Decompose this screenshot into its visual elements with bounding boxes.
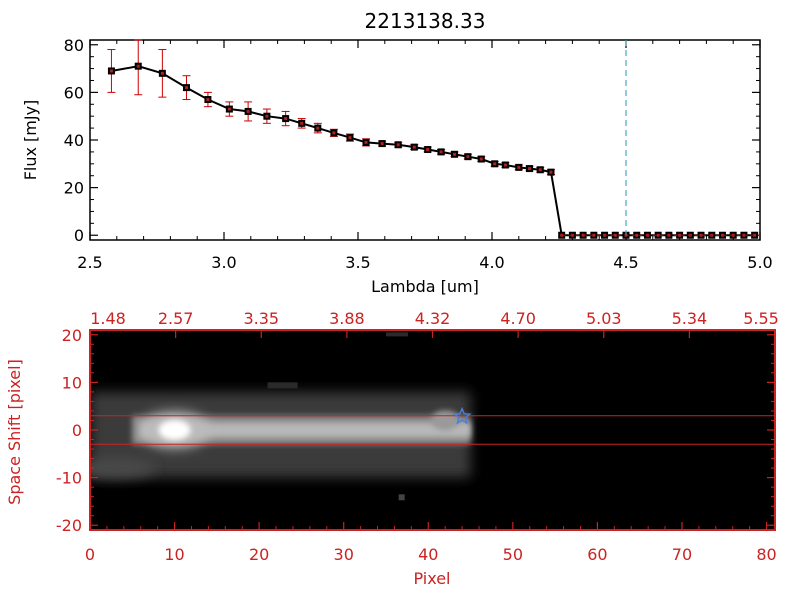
y-tick-label: 60 [64, 83, 84, 102]
data-point-center [246, 109, 250, 113]
data-point-center [656, 233, 660, 237]
data-point-center [592, 233, 596, 237]
data-point-center [380, 142, 384, 146]
pixel-tick-label: 50 [503, 545, 523, 564]
pixel-axis-title: Pixel [413, 569, 450, 588]
data-point-center [265, 114, 269, 118]
x-tick-label: 3.5 [345, 253, 370, 272]
data-point-center [109, 69, 113, 73]
pixel-tick-label: 0 [85, 545, 95, 564]
data-point-center [136, 64, 140, 68]
shift-tick-label: -10 [56, 469, 82, 488]
x-tick-label: 4.5 [613, 253, 638, 272]
spectral-trace-image [90, 332, 471, 501]
data-point-center [528, 167, 532, 171]
extraction-aperture-lines [90, 415, 775, 445]
spectrum-markers [107, 62, 759, 239]
x-tick-label: 4.0 [479, 253, 504, 272]
wavelength-top-label: 5.34 [672, 309, 708, 328]
wavelength-top-label: 2.57 [158, 309, 194, 328]
noise-speck [385, 332, 408, 337]
wavelength-top-label: 4.70 [500, 309, 536, 328]
data-point-center [184, 86, 188, 90]
pixel-tick-label: 60 [587, 545, 607, 564]
x-tick-label: 5.0 [747, 253, 772, 272]
data-point-center [635, 233, 639, 237]
spectrum-ticks: 2.5 3.0 3.5 4.0 4.5 5.0 0 20 40 60 80 [64, 36, 773, 272]
spectral-image-ticks: 0 10 20 30 40 50 60 70 80 -20 -10 0 10 20 1.48 2.57 3.35… [56, 309, 779, 564]
data-point-center [412, 145, 416, 149]
spectral-image-chart: 0 10 20 30 40 50 60 70 80 -20 -10 0 10 20 1.48 2.57 3.35… [5, 309, 779, 588]
data-point-center [678, 233, 682, 237]
data-point-center [316, 126, 320, 130]
y-tick-label: 40 [64, 131, 84, 150]
data-point-center [613, 233, 617, 237]
spectrum-series-line [111, 65, 755, 237]
data-point-center [466, 155, 470, 159]
data-point-center [699, 233, 703, 237]
y-tick-label: 20 [64, 179, 84, 198]
pixel-tick-label: 10 [164, 545, 184, 564]
shift-tick-label: 20 [62, 326, 82, 345]
trace-core [140, 422, 471, 438]
trace-peak [158, 420, 191, 440]
wavelength-top-label: 3.35 [243, 309, 279, 328]
noise-speck [267, 382, 298, 389]
shift-tick-label: -20 [56, 516, 82, 535]
data-point-center [720, 233, 724, 237]
data-point-center [452, 152, 456, 156]
pixel-tick-label: 20 [249, 545, 269, 564]
y-axis-title: Flux [mJy] [21, 100, 40, 181]
data-point-center [426, 148, 430, 152]
shift-tick-label: 0 [72, 421, 82, 440]
trace-wing [90, 458, 156, 479]
data-point-center [517, 165, 521, 169]
data-point-center [479, 157, 483, 161]
x-tick-label: 2.5 [77, 253, 102, 272]
data-point-center [284, 117, 288, 121]
data-point-center [206, 98, 210, 102]
pixel-tick-label: 80 [756, 545, 776, 564]
x-tick-label: 3.0 [211, 253, 236, 272]
pixel-tick-label: 70 [672, 545, 692, 564]
wavelength-top-label: 5.55 [743, 309, 779, 328]
data-point-center [538, 168, 542, 172]
source-star-icon [452, 406, 472, 425]
spectrum-error-bars [107, 39, 555, 176]
data-point-center [364, 140, 368, 144]
space-shift-axis-title: Space Shift [pixel] [5, 359, 24, 505]
data-point-center [396, 143, 400, 147]
x-axis-title: Lambda [um] [371, 277, 479, 296]
data-point-center [227, 107, 231, 111]
y-tick-label: 0 [74, 226, 84, 245]
data-point-center [503, 163, 507, 167]
data-point-center [332, 131, 336, 135]
spectrum-plot-frame [89, 39, 761, 241]
shift-tick-label: 10 [62, 373, 82, 392]
y-tick-label: 80 [64, 36, 84, 55]
data-point-center [300, 121, 304, 125]
chart-title: 2213138.33 [365, 9, 486, 33]
pixel-tick-label: 30 [334, 545, 354, 564]
wavelength-top-label: 1.48 [90, 309, 126, 328]
data-point-center [348, 136, 352, 140]
pixel-tick-label: 40 [418, 545, 438, 564]
wavelength-top-label: 3.88 [329, 309, 365, 328]
spectrum-chart: 2213138.33 2.5 3.0 3.5 4.0 4.5 5.0 0 20 40 60 80 L… [21, 9, 773, 296]
data-point-center [549, 170, 553, 174]
noise-speck [398, 494, 405, 501]
data-point-center [439, 150, 443, 154]
data-point-center [493, 162, 497, 166]
data-point-center [160, 71, 164, 75]
wavelength-top-label: 5.03 [586, 309, 622, 328]
wavelength-top-label: 4.32 [415, 309, 451, 328]
